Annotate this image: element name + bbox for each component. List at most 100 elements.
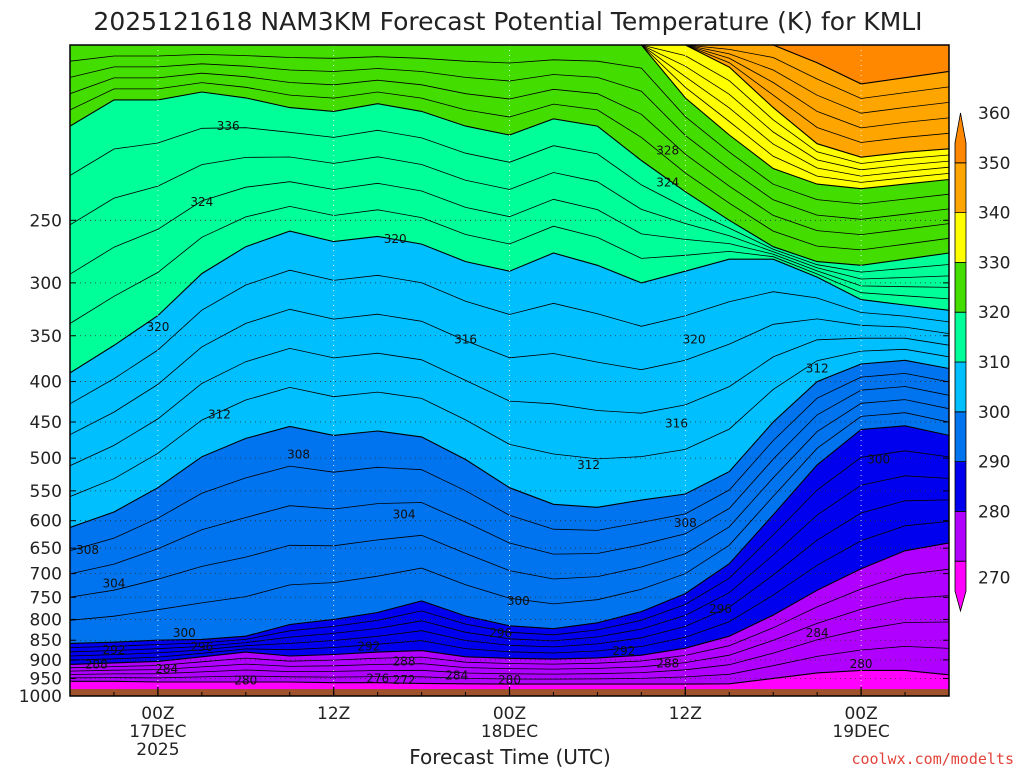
isentrope-286	[70, 595, 949, 672]
x-tick-label: 00Z	[844, 704, 877, 724]
y-tick-label: 450	[30, 413, 62, 433]
isentrope-292	[70, 521, 949, 661]
isentrope-314	[70, 337, 949, 467]
isentrope-298	[70, 450, 949, 648]
isentrope-296	[70, 475, 949, 653]
colorbar-label: 290	[978, 453, 1010, 473]
colorbar-label: 330	[978, 253, 1010, 273]
isentrope-350	[70, 45, 949, 158]
isentrope-288	[70, 568, 949, 669]
isentrope-342	[70, 45, 949, 183]
y-tick-label: 850	[30, 631, 62, 651]
x-tick-label: 19DEC	[832, 722, 889, 742]
y-tick-label: 600	[30, 512, 62, 532]
contour-label: 320	[146, 320, 169, 334]
colorbar-band-300	[954, 411, 967, 462]
contour-labels: 336 324 320 328 324 320 316 320 312 312 316 308 312 3…	[76, 119, 890, 687]
isentrope-328	[70, 127, 949, 273]
contour-label: 320	[683, 333, 706, 347]
colorbar: 270 280 290 300 310 320 330 340 350 360	[954, 104, 1010, 613]
isentrope-346	[70, 45, 949, 171]
x-tick-label: 00Z	[493, 704, 526, 724]
contour-label: 276	[366, 671, 389, 685]
colorbar-label: 350	[978, 154, 1010, 174]
x-tick-label: 18DEC	[481, 722, 538, 742]
colorbar-label: 340	[978, 204, 1010, 224]
colorbar-band-360	[954, 112, 967, 164]
contour-label: 280	[234, 674, 257, 688]
contour-label: 316	[665, 417, 688, 431]
contour-label: 292	[102, 643, 125, 657]
y-tick-label: 550	[30, 482, 62, 502]
contour-label: 272	[393, 673, 416, 687]
contour-label: 280	[850, 657, 873, 671]
x-tick-label: 12Z	[317, 704, 350, 724]
isentrope-322	[70, 205, 949, 324]
y-tick-label: 500	[30, 449, 62, 469]
isentrope-316	[70, 308, 949, 436]
contour-label: 288	[656, 656, 679, 670]
y-tick-label: 400	[30, 373, 62, 393]
colorbar-band-350	[954, 162, 967, 213]
chart-title: 2025121618 NAM3KM Forecast Potential Tem…	[93, 7, 922, 36]
colorbar-band-330	[954, 262, 967, 313]
y-tick-label: 250	[30, 211, 62, 231]
colorbar-label: 310	[978, 353, 1010, 373]
theta-band-fills	[70, 45, 949, 696]
colorbar-label: 320	[978, 303, 1010, 323]
contour-label: 312	[806, 361, 829, 375]
contour-label: 296	[190, 640, 213, 654]
isentrope-280	[70, 669, 949, 685]
contour-label: 300	[867, 453, 890, 467]
colorbar-band-290	[954, 461, 967, 512]
isentrope-358	[70, 45, 949, 99]
colorbar-label: 270	[978, 569, 1010, 589]
x-tick-label: 12Z	[669, 704, 702, 724]
colorbar-label: 300	[978, 403, 1010, 423]
contour-label: 336	[217, 119, 240, 133]
isentrope-312	[70, 348, 949, 497]
contour-label: 284	[445, 668, 468, 682]
isentrope-348	[70, 45, 949, 164]
isentrope-352	[70, 45, 949, 143]
contour-label: 296	[709, 602, 732, 616]
x-tick-label: 2025	[136, 740, 179, 760]
isentrope-332	[70, 82, 949, 251]
isentrope-344	[70, 45, 949, 177]
isentrope-340	[70, 45, 949, 190]
colorbar-band-340	[954, 212, 967, 263]
isentrope-282	[70, 645, 949, 680]
contour-label: 308	[674, 516, 697, 530]
isentrope-320	[70, 230, 949, 374]
y-tick-label: 700	[30, 565, 62, 585]
colorbar-band-280	[954, 511, 967, 562]
contour-label: 300	[173, 626, 196, 640]
colorbar-band-270	[954, 560, 967, 613]
x-tick-label: 17DEC	[129, 722, 186, 742]
y-tick-label: 1000	[19, 687, 62, 707]
contour-label: 300	[507, 594, 530, 608]
y-tick-label: 300	[30, 274, 62, 294]
isentrope-356	[70, 45, 949, 114]
credit-text: coolwx.com/modelts	[851, 750, 1014, 768]
isentrope-360	[70, 45, 949, 85]
contour-label: 304	[393, 507, 416, 521]
x-tick-label: 00Z	[141, 704, 174, 724]
y-tick-label: 650	[30, 539, 62, 559]
pressure-axis: 2503003504004505005506006507007508008509…	[19, 211, 949, 707]
contour-label: 312	[577, 458, 600, 472]
contour-label: 316	[454, 333, 477, 347]
isentrope-326	[70, 156, 949, 280]
contour-label: 328	[656, 144, 679, 158]
colorbar-label: 360	[978, 104, 1010, 124]
contour-label: 304	[102, 576, 125, 590]
contour-label: 292	[357, 640, 380, 654]
contour-label: 284	[806, 626, 829, 640]
contour-label: 284	[155, 662, 178, 676]
contour-label: 324	[190, 195, 213, 209]
contour-label: 324	[656, 176, 679, 190]
isentrope-290	[70, 542, 949, 665]
y-tick-label: 800	[30, 610, 62, 630]
